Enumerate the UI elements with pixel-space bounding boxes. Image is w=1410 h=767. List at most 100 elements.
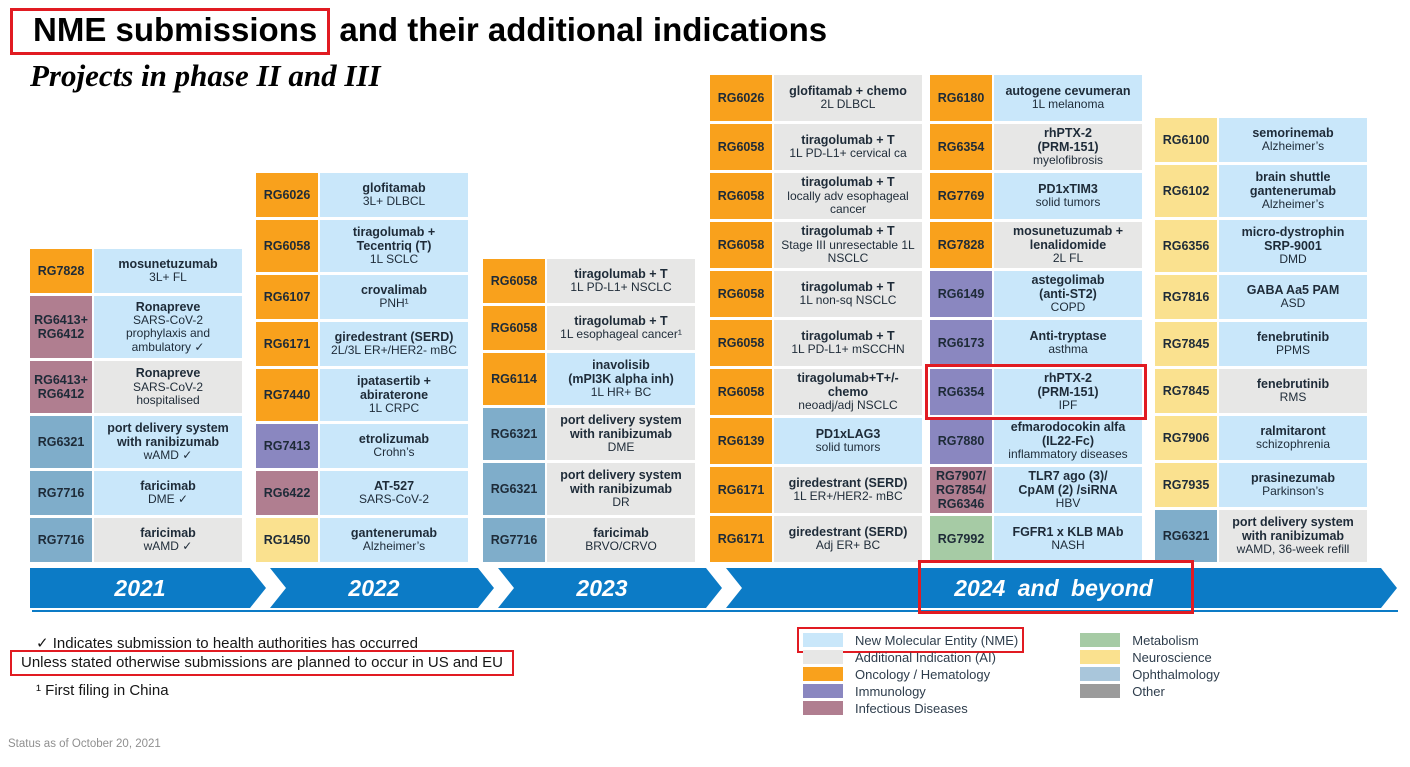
legend-row: Metabolism (1080, 633, 1219, 648)
project-code: RG6026 (710, 75, 772, 121)
project-description: crovalimab PNH¹ (320, 275, 468, 319)
project-name: mosunetuzumab + lenalidomide (1012, 224, 1124, 253)
pipeline-cell: RG6422 AT-527 SARS-CoV-2 (256, 471, 468, 515)
project-code: RG7845 (1155, 369, 1217, 413)
legend-swatch-oncology (803, 667, 843, 681)
legend-row: Oncology / Hematology (803, 666, 1018, 682)
project-description: TLR7 ago (3)/ CpAM (2) /siRNA HBV (994, 467, 1142, 513)
project-description: semorinemab Alzheimer’s (1219, 118, 1367, 162)
pipeline-cell: RG6058 tiragolumab + T 1L PD-L1+ NSCLC (483, 259, 695, 303)
project-code: RG6171 (256, 322, 318, 366)
legend-column-left: New Molecular Entity (NME) Additional Ind… (796, 627, 1025, 716)
legend-row: Neuroscience (1080, 650, 1219, 665)
project-name: tiragolumab + T (801, 329, 895, 344)
pipeline-cell: RG7906 ralmitaront schizophrenia (1155, 416, 1367, 460)
pipeline-cell: RG6413+ RG6412 Ronapreve SARS-CoV-2 prophy… (30, 296, 242, 358)
project-indication: Alzheimer’s (1261, 139, 1325, 154)
pipeline-cell: RG6058 tiragolumab + T Stage III unresecta… (710, 222, 922, 268)
project-description: Ronapreve SARS-CoV-2 prophylaxis and ambu… (94, 296, 242, 358)
timeline-year-label: 2023 (576, 575, 628, 601)
project-indication: IPF (1058, 398, 1078, 413)
project-name: PD1xLAG3 (815, 427, 881, 442)
project-description: fenebrutinib PPMS (1219, 322, 1367, 366)
pipeline-cell: RG6114 inavolisib (mPI3K alpha inh) 1L HR+… (483, 353, 695, 405)
project-indication: 1L non-sq NSCLC (799, 293, 897, 308)
project-code: RG6139 (710, 418, 772, 464)
project-indication: 2L FL (1052, 251, 1084, 266)
pipeline-cell: RG6026 glofitamab + chemo 2L DLBCL (710, 75, 922, 121)
project-indication: BRVO/CRVO (585, 539, 657, 554)
project-name: autogene cevumeran (1005, 84, 1131, 99)
project-description: tiragolumab + T 1L PD-L1+ NSCLC (547, 259, 695, 303)
project-code: RG6058 (710, 369, 772, 415)
project-name: tiragolumab + T (801, 175, 895, 190)
pipeline-cell: RG7716 faricimab BRVO/CRVO (483, 518, 695, 562)
pipeline-cell: RG6171 giredestrant (SERD) Adj ER+ BC (710, 516, 922, 562)
project-code: RG6180 (930, 75, 992, 121)
project-name: tiragolumab + T (574, 267, 668, 282)
project-name: TLR7 ago (3)/ CpAM (2) /siRNA (1018, 469, 1118, 498)
project-description: astegolimab (anti-ST2) COPD (994, 271, 1142, 317)
project-name: rhPTX-2 (PRM-151) (1037, 126, 1099, 155)
project-name: inavolisib (mPI3K alpha inh) (568, 358, 674, 387)
project-description: port delivery system with ranibizumab wAM… (94, 416, 242, 468)
pipeline-cell: RG7880 efmarodocokin alfa (IL22-Fc) inflam… (930, 418, 1142, 464)
project-indication: asthma (1048, 342, 1088, 357)
project-name: port delivery system with ranibizumab (560, 468, 682, 497)
pipeline-cell: RG7716 faricimab wAMD ✓ (30, 518, 242, 562)
project-indication: PPMS (1275, 343, 1310, 358)
project-description: faricimab wAMD ✓ (94, 518, 242, 562)
project-code: RG6058 (256, 220, 318, 272)
project-code: RG7935 (1155, 463, 1217, 507)
project-name: port delivery system with ranibizumab (1232, 515, 1354, 544)
project-indication: wAMD, 36-week refill (1236, 542, 1350, 557)
project-name: mosunetuzumab (118, 257, 218, 272)
project-indication: wAMD ✓ (143, 539, 193, 554)
project-description: FGFR1 x KLB MAb NASH (994, 516, 1142, 562)
pipeline-cell: RG6139 PD1xLAG3 solid tumors (710, 418, 922, 464)
pipeline-cell: RG7440 ipatasertib + abiraterone 1L CRPC (256, 369, 468, 421)
project-code: RG6058 (483, 306, 545, 350)
legend-label: Oncology / Hematology (855, 666, 991, 682)
project-description: tiragolumab + T 1L esophageal cancer¹ (547, 306, 695, 350)
project-code: RG6173 (930, 320, 992, 366)
project-name: efmarodocokin alfa (IL22-Fc) (1010, 420, 1126, 449)
project-code: RG6100 (1155, 118, 1217, 162)
legend-label: Infectious Diseases (855, 700, 968, 716)
year-column-6: RG6100 semorinemab Alzheimer’s RG6102 brain … (1155, 115, 1367, 562)
project-name: ralmitaront (1260, 424, 1326, 439)
project-description: gantenerumab Alzheimer’s (320, 518, 468, 562)
year-column-4: RG6026 glofitamab + chemo 2L DLBCL RG6058 ti… (710, 72, 922, 562)
project-code: RG6354 (930, 369, 992, 415)
legend-row: Ophthalmology (1080, 667, 1220, 682)
project-indication: 3L+ DLBCL (362, 194, 426, 209)
project-indication: 1L PD-L1+ mSCCHN (791, 342, 905, 357)
project-description: mosunetuzumab + lenalidomide 2L FL (994, 222, 1142, 268)
year-column-2: RG6026 glofitamab 3L+ DLBCL RG6058 tiragolum… (256, 170, 468, 562)
timeline-arrow-1: 2021 (30, 568, 266, 608)
timeline-arrow-2: 2022 (270, 568, 494, 608)
pipeline-cell: RG6321 port delivery system with ranibizu… (1155, 510, 1367, 562)
pipeline-cell: RG6321 port delivery system with ranibizu… (30, 416, 242, 468)
project-name: micro-dystrophin SRP-9001 (1241, 225, 1345, 254)
pipeline-cell: RG7907/ RG7854/ RG6346 TLR7 ago (3)/ CpAM… (930, 467, 1142, 513)
project-description: rhPTX-2 (PRM-151) IPF (994, 369, 1142, 415)
project-description: ipatasertib + abiraterone 1L CRPC (320, 369, 468, 421)
pipeline-cell: RG6058 tiragolumab + T 1L PD-L1+ mSCCHN (710, 320, 922, 366)
project-code: RG7828 (30, 249, 92, 293)
project-code: RG6114 (483, 353, 545, 405)
project-code: RG7828 (930, 222, 992, 268)
project-indication: locally adv esophageal cancer (787, 188, 909, 217)
project-indication: DMD (1279, 252, 1307, 267)
pipeline-cell: RG6149 astegolimab (anti-ST2) COPD (930, 271, 1142, 317)
project-code: RG6058 (483, 259, 545, 303)
project-description: giredestrant (SERD) Adj ER+ BC (774, 516, 922, 562)
project-code: RG6102 (1155, 165, 1217, 217)
project-code: RG7413 (256, 424, 318, 468)
project-indication: DME ✓ (147, 492, 189, 507)
project-description: port delivery system with ranibizumab DME (547, 408, 695, 460)
project-indication: myelofibrosis (1032, 153, 1104, 168)
project-code: RG1450 (256, 518, 318, 562)
